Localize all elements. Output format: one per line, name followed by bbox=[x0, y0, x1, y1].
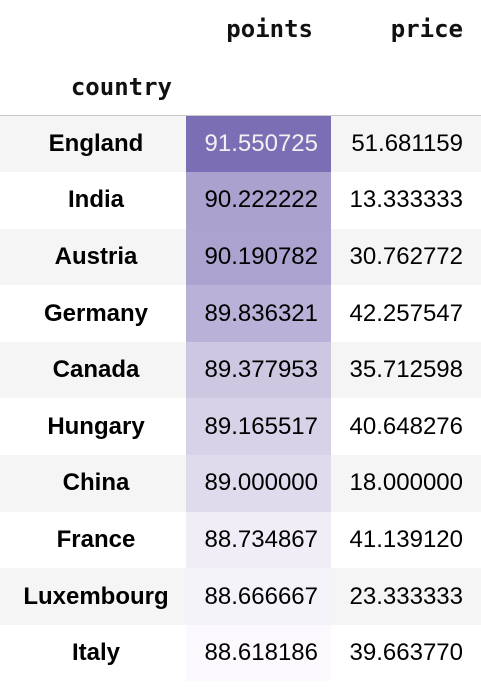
cell-points: 89.836321 bbox=[186, 285, 331, 342]
cell-points: 90.190782 bbox=[186, 228, 331, 286]
cell-price: 39.663770 bbox=[349, 639, 463, 667]
table-row: Luxembourg 88.666667 23.333333 bbox=[0, 568, 481, 625]
cell-price: 13.333333 bbox=[349, 186, 463, 214]
row-index-country: Germany bbox=[43, 299, 149, 327]
cell-points: 90.222222 bbox=[186, 172, 331, 229]
cell-price: 18.000000 bbox=[349, 469, 463, 497]
cell-points: 88.618186 bbox=[186, 624, 331, 682]
column-header-row: points price bbox=[0, 0, 481, 58]
index-name-row: country bbox=[0, 58, 481, 116]
table-row: India 90.222222 13.333333 bbox=[0, 172, 481, 229]
index-name-blank-cell bbox=[186, 58, 331, 116]
table-row: Italy 88.618186 39.663770 bbox=[0, 624, 481, 682]
row-index-country: France bbox=[56, 525, 136, 553]
cell-points: 89.000000 bbox=[186, 455, 331, 512]
cell-price: 35.712598 bbox=[349, 356, 463, 384]
table-header: points price country bbox=[0, 0, 481, 116]
cell-price: 40.648276 bbox=[349, 412, 463, 440]
cell-price: 30.762772 bbox=[349, 242, 463, 270]
table-row: Austria 90.190782 30.762772 bbox=[0, 228, 481, 286]
cell-price: 51.681159 bbox=[351, 130, 463, 158]
row-index-country: England bbox=[48, 130, 144, 158]
table-row: Germany 89.836321 42.257547 bbox=[0, 285, 481, 342]
cell-points: 89.377953 bbox=[186, 341, 331, 399]
cell-points: 91.550725 bbox=[186, 115, 331, 173]
cell-price: 23.333333 bbox=[349, 582, 463, 610]
cell-points: 89.165517 bbox=[186, 398, 331, 456]
table-row: Hungary 89.165517 40.648276 bbox=[0, 398, 481, 456]
table-row: China 89.000000 18.000000 bbox=[0, 455, 481, 512]
table-body: England 91.550725 51.681159 India 90.222222 1… bbox=[0, 115, 481, 682]
row-index-country: Italy bbox=[71, 639, 121, 667]
header-blank-cell bbox=[0, 0, 186, 58]
row-index-country: Luxembourg bbox=[23, 582, 169, 610]
row-index-country: Austria bbox=[54, 242, 138, 270]
cell-price: 41.139120 bbox=[349, 525, 463, 553]
table-row: France 88.734867 41.139120 bbox=[0, 511, 481, 569]
cell-points: 88.734867 bbox=[186, 511, 331, 569]
row-index-country: India bbox=[67, 186, 124, 214]
index-name-header: country bbox=[0, 58, 186, 116]
table-row: Canada 89.377953 35.712598 bbox=[0, 341, 481, 399]
row-index-country: Hungary bbox=[47, 412, 145, 440]
column-header-price: price bbox=[390, 15, 463, 43]
cell-price: 42.257547 bbox=[349, 299, 463, 327]
index-name-blank-cell bbox=[331, 58, 481, 116]
table-row: England 91.550725 51.681159 bbox=[0, 115, 481, 173]
cell-points: 88.666667 bbox=[186, 568, 331, 625]
row-index-country: Canada bbox=[52, 356, 140, 384]
row-index-country: China bbox=[62, 469, 130, 497]
column-header-points: points bbox=[226, 15, 313, 43]
